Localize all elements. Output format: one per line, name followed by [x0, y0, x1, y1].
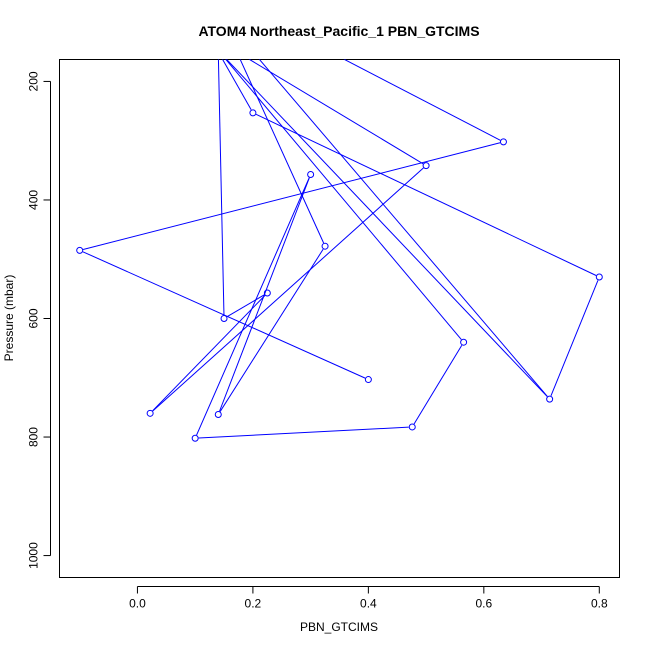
series-segment [217, 59, 225, 316]
x-tick-label: 0.0 [129, 597, 146, 611]
series-segment [343, 59, 501, 141]
x-tick-label: 0.4 [360, 597, 377, 611]
series-segment [198, 426, 409, 439]
data-point [191, 434, 199, 442]
data-point [499, 138, 507, 146]
data-point [595, 273, 603, 281]
data-point [146, 409, 154, 417]
plot-box [59, 59, 620, 578]
x-axis: 0.0 0.2 0.4 0.6 0.8 [129, 586, 608, 611]
series-segment [413, 344, 463, 425]
y-tick-label: 600 [27, 308, 41, 328]
data-point [546, 395, 554, 403]
data-point [364, 376, 372, 384]
series-segment [82, 142, 501, 250]
data-point [422, 162, 430, 170]
x-tick-label: 0.8 [591, 597, 608, 611]
series-segment [258, 59, 548, 397]
series-segment [248, 59, 424, 165]
data-point [220, 315, 228, 322]
data-point [307, 170, 315, 178]
data-point [249, 109, 257, 117]
series-segment [550, 280, 599, 397]
series-segment [226, 294, 265, 318]
series-segment [239, 59, 325, 244]
series-group [76, 59, 603, 442]
x-tick-label: 0.2 [245, 597, 262, 611]
data-point [263, 289, 271, 297]
series-segment [226, 59, 548, 397]
chart-title: ATOM4 Northeast_Pacific_1 PBN_GTCIMS [198, 23, 479, 39]
y-axis: 200 400 600 800 1000 [27, 71, 51, 569]
series-segment [219, 248, 324, 412]
data-point [321, 242, 329, 250]
series-segment [196, 177, 310, 436]
data-point [408, 423, 416, 431]
series-segment [152, 295, 266, 412]
series-segment [225, 59, 462, 340]
series-layer [76, 59, 603, 442]
series-segment [152, 167, 424, 412]
y-tick-label: 400 [27, 190, 41, 210]
y-tick-label: 200 [27, 71, 41, 91]
series-segment [255, 113, 597, 276]
y-tick-label: 800 [27, 427, 41, 447]
x-axis-label: PBN_GTCIMS [300, 620, 378, 634]
y-axis-label: Pressure (mbar) [2, 275, 16, 362]
data-point [76, 246, 84, 254]
series-segment [222, 59, 252, 111]
data-point [460, 338, 468, 346]
y-tick-label: 1000 [27, 542, 41, 569]
data-point [214, 411, 222, 419]
x-tick-label: 0.6 [475, 597, 492, 611]
